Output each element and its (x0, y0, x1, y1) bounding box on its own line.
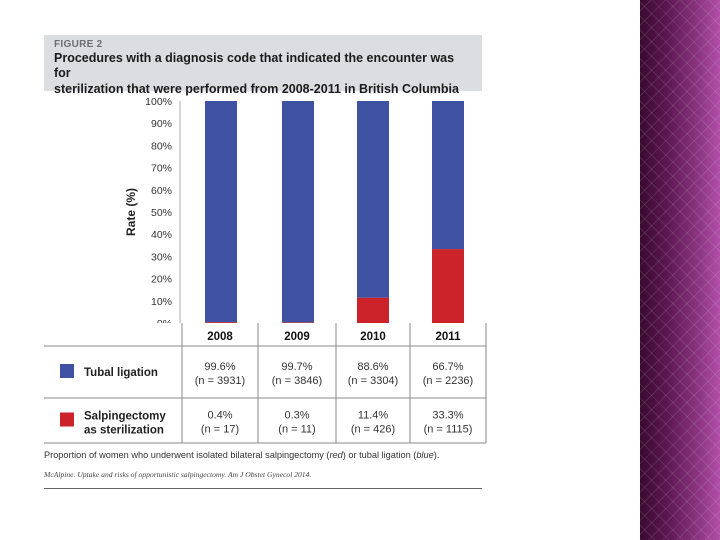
y-tick-label: 60% (151, 185, 172, 197)
figure-label: FIGURE 2 (54, 39, 103, 50)
figure-citation: McAlpine. Uptake and risks of opportunis… (44, 470, 312, 479)
y-tick-label: 90% (151, 118, 172, 130)
legend-label: Salpingectomy (84, 411, 166, 423)
table-background (44, 323, 486, 443)
data-label-n: (n = 1115) (424, 424, 473, 436)
y-tick-label: 20% (151, 274, 172, 286)
data-label-value: 0.4% (207, 410, 232, 422)
bar-2010-salpingectomy (357, 297, 389, 323)
bar-2008-salpingectomy (205, 322, 237, 323)
x-tick-label-2008: 2008 (207, 331, 233, 343)
data-label-value: 99.7% (281, 361, 312, 373)
bar-2009-tubal-ligation (282, 101, 314, 323)
decorative-sidebar (640, 0, 720, 540)
data-label-n: (n = 3846) (272, 375, 322, 387)
data-label-value: 66.7% (432, 361, 463, 373)
data-label-value: 33.3% (432, 410, 463, 422)
data-label-n: (n = 426) (351, 424, 395, 436)
data-label-n: (n = 3304) (348, 375, 398, 387)
legend-label: Tubal ligation (84, 367, 158, 379)
data-table: 2008 2009 2010 2011 Tubal ligation 99.6% (n = … (44, 323, 487, 444)
bar-2010-tubal-ligation (357, 101, 389, 298)
caption-blue-word: blue (416, 450, 434, 460)
data-label-value: 0.3% (284, 410, 309, 422)
bar-2009-salpingectomy (282, 322, 314, 323)
bar-2011-salpingectomy (432, 249, 464, 323)
bar-2008-tubal-ligation (205, 101, 237, 323)
caption-red-word: red (329, 450, 343, 460)
y-tick-label: 10% (151, 296, 172, 308)
caption-part-1: Proportion of women who underwent isolat… (44, 450, 330, 460)
legend-swatch-tubal-ligation (60, 364, 74, 378)
data-label-n: (n = 17) (201, 424, 239, 436)
data-label-value: 99.6% (204, 361, 235, 373)
y-tick-label: 40% (151, 229, 172, 241)
data-label-n: (n = 2236) (423, 375, 473, 387)
y-tick-label: 70% (151, 163, 172, 175)
y-tick-label: 50% (151, 207, 172, 219)
figure-header: FIGURE 2 Procedures with a diagnosis cod… (44, 35, 482, 96)
x-tick-label-2009: 2009 (284, 331, 310, 343)
legend-swatch-salpingectomy (60, 412, 74, 427)
figure-title-line2: sterilization that were performed from 2… (54, 82, 459, 96)
data-label-n: (n = 11) (278, 424, 315, 436)
y-tick-label: 100% (145, 96, 172, 108)
x-tick-label-2010: 2010 (360, 331, 386, 343)
bar-2011-tubal-ligation (432, 101, 464, 250)
y-axis: 0%10%20%30%40%50%60%70%80%90%100% (145, 96, 181, 330)
bottom-rule (44, 488, 482, 489)
figure-caption: Proportion of women who underwent isolat… (44, 450, 489, 460)
data-label-value: 11.4% (358, 410, 389, 422)
legend-label-line2: as sterilization (84, 425, 164, 437)
bars-group (205, 101, 464, 323)
data-label-value: 88.6% (357, 361, 388, 373)
caption-part-2: ) or tubal ligation ( (342, 450, 417, 460)
caption-part-3: ). (433, 450, 440, 460)
y-tick-label: 80% (151, 140, 172, 152)
y-axis-label: Rate (%) (124, 188, 138, 236)
data-label-n: (n = 3931) (195, 375, 245, 387)
y-tick-label: 30% (151, 251, 172, 263)
figure-title-line1: Procedures with a diagnosis code that in… (54, 51, 455, 80)
x-tick-label-2011: 2011 (436, 331, 462, 343)
